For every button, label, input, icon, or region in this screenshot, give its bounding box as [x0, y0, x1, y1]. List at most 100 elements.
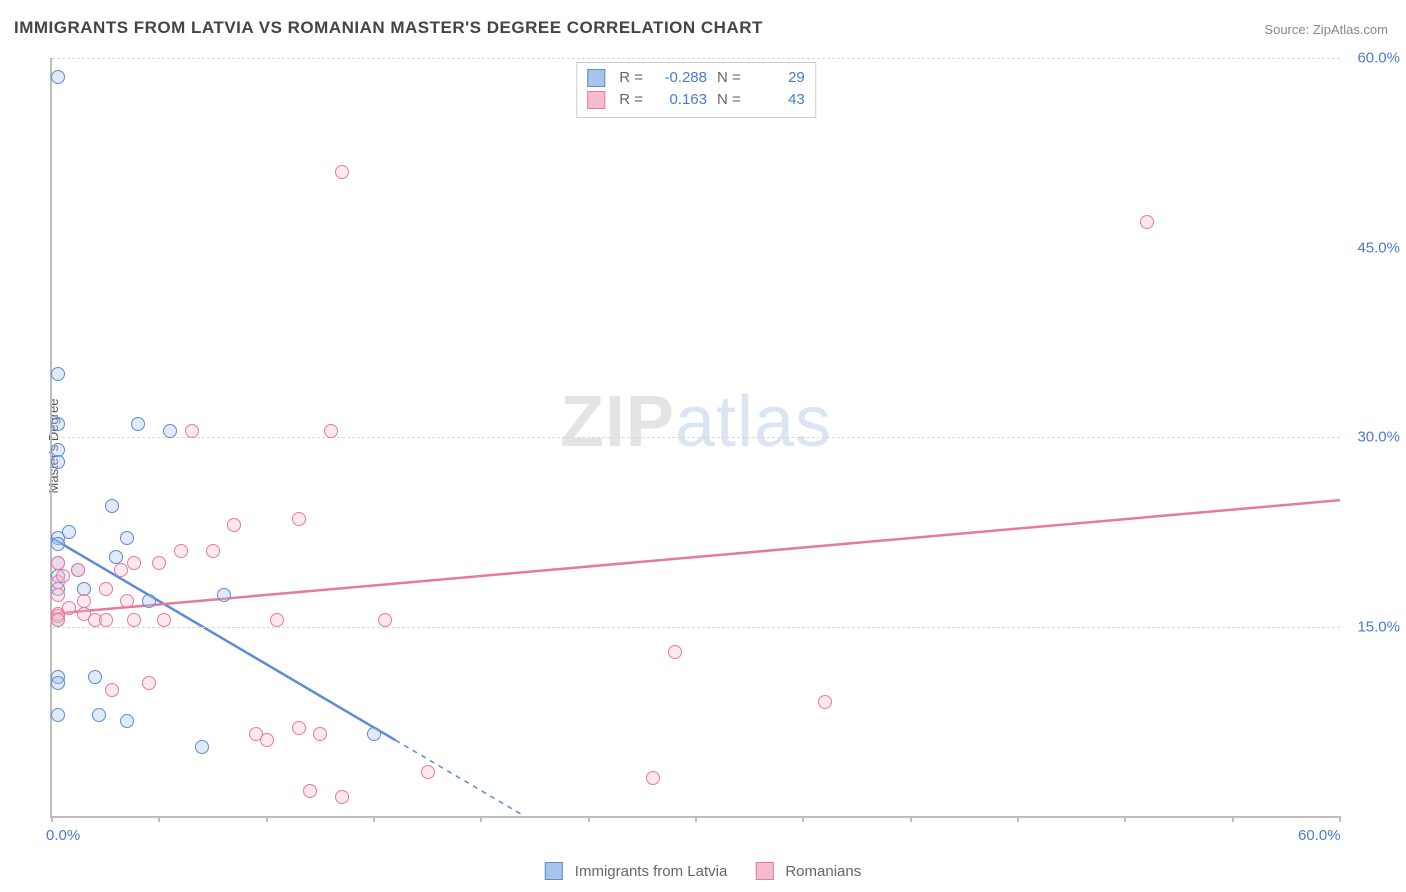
scatter-point-romanians [114, 563, 128, 577]
swatch-latvia [587, 69, 605, 87]
scatter-point-romanians [127, 613, 141, 627]
scatter-point-latvia [163, 424, 177, 438]
scatter-point-romanians [157, 613, 171, 627]
series-label-romanians: Romanians [785, 863, 861, 880]
y-tick-label: 45.0% [1357, 239, 1400, 256]
watermark-zip: ZIP [560, 382, 675, 462]
scatter-point-latvia [367, 727, 381, 741]
correlation-legend: R = -0.288 N = 29 R = 0.163 N = 43 [576, 62, 816, 118]
scatter-point-romanians [127, 556, 141, 570]
scatter-point-romanians [99, 582, 113, 596]
scatter-point-romanians [324, 424, 338, 438]
legend-row-latvia: R = -0.288 N = 29 [587, 67, 805, 89]
scatter-point-romanians [260, 733, 274, 747]
source-link[interactable]: ZipAtlas.com [1313, 22, 1388, 37]
scatter-point-romanians [174, 544, 188, 558]
trend-line-romanians [52, 500, 1340, 614]
n-value-latvia: 29 [751, 67, 805, 89]
source-attribution: Source: ZipAtlas.com [1264, 22, 1388, 37]
scatter-point-romanians [335, 165, 349, 179]
scatter-point-latvia [51, 455, 65, 469]
x-tick [158, 816, 160, 822]
scatter-point-latvia [92, 708, 106, 722]
scatter-point-latvia [105, 499, 119, 513]
x-tick [373, 816, 375, 822]
scatter-point-romanians [105, 683, 119, 697]
swatch-latvia [545, 862, 563, 880]
y-tick-label: 60.0% [1357, 50, 1400, 67]
scatter-point-latvia [217, 588, 231, 602]
legend-item-romanians: Romanians [755, 862, 861, 880]
scatter-point-romanians [99, 613, 113, 627]
scatter-point-romanians [421, 765, 435, 779]
scatter-point-latvia [120, 714, 134, 728]
scatter-point-romanians [51, 588, 65, 602]
scatter-point-romanians [185, 424, 199, 438]
scatter-point-romanians [142, 676, 156, 690]
x-tick [51, 816, 53, 822]
x-tick [1124, 816, 1126, 822]
scatter-point-latvia [51, 676, 65, 690]
x-tick [802, 816, 804, 822]
x-tick [480, 816, 482, 822]
scatter-point-romanians [71, 563, 85, 577]
scatter-point-romanians [51, 613, 65, 627]
source-label: Source: [1264, 22, 1309, 37]
x-tick [266, 816, 268, 822]
chart-container: IMMIGRANTS FROM LATVIA VS ROMANIAN MASTE… [0, 0, 1406, 892]
scatter-point-romanians [292, 512, 306, 526]
series-legend: Immigrants from Latvia Romanians [545, 862, 861, 880]
scatter-point-latvia [131, 417, 145, 431]
n-value-romanians: 43 [751, 89, 805, 111]
swatch-romanians [587, 91, 605, 109]
scatter-point-romanians [270, 613, 284, 627]
x-tick [1017, 816, 1019, 822]
scatter-point-latvia [62, 525, 76, 539]
legend-row-romanians: R = 0.163 N = 43 [587, 89, 805, 111]
scatter-point-romanians [56, 569, 70, 583]
gridline [52, 627, 1340, 628]
scatter-point-latvia [142, 594, 156, 608]
r-label: R = [619, 89, 643, 111]
chart-title: IMMIGRANTS FROM LATVIA VS ROMANIAN MASTE… [14, 18, 763, 38]
x-tick [1339, 816, 1341, 822]
trend-line-dash-latvia [395, 740, 524, 816]
gridline [52, 437, 1340, 438]
scatter-point-latvia [51, 367, 65, 381]
y-tick-label: 15.0% [1357, 618, 1400, 635]
scatter-point-latvia [51, 417, 65, 431]
r-label: R = [619, 67, 643, 89]
x-tick [1232, 816, 1234, 822]
series-label-latvia: Immigrants from Latvia [575, 863, 728, 880]
scatter-point-latvia [51, 537, 65, 551]
swatch-romanians [755, 862, 773, 880]
scatter-point-romanians [62, 601, 76, 615]
scatter-point-romanians [335, 790, 349, 804]
n-label: N = [717, 67, 741, 89]
x-tick-label: 60.0% [1298, 827, 1341, 844]
scatter-point-romanians [206, 544, 220, 558]
gridline [52, 58, 1340, 59]
scatter-point-romanians [152, 556, 166, 570]
x-tick [588, 816, 590, 822]
plot-area: ZIPatlas R = -0.288 N = 29 R = 0.163 N =… [50, 58, 1340, 818]
scatter-point-romanians [120, 594, 134, 608]
scatter-point-romanians [292, 721, 306, 735]
watermark: ZIPatlas [560, 381, 832, 463]
r-value-romanians: 0.163 [653, 89, 707, 111]
x-tick [695, 816, 697, 822]
x-tick-label: 0.0% [46, 827, 80, 844]
scatter-point-latvia [88, 670, 102, 684]
scatter-point-romanians [1140, 215, 1154, 229]
scatter-point-latvia [120, 531, 134, 545]
scatter-point-latvia [195, 740, 209, 754]
x-tick [910, 816, 912, 822]
scatter-point-romanians [313, 727, 327, 741]
scatter-point-romanians [227, 518, 241, 532]
watermark-atlas: atlas [675, 382, 832, 462]
scatter-point-latvia [51, 70, 65, 84]
legend-item-latvia: Immigrants from Latvia [545, 862, 728, 880]
n-label: N = [717, 89, 741, 111]
scatter-point-romanians [818, 695, 832, 709]
scatter-point-romanians [668, 645, 682, 659]
